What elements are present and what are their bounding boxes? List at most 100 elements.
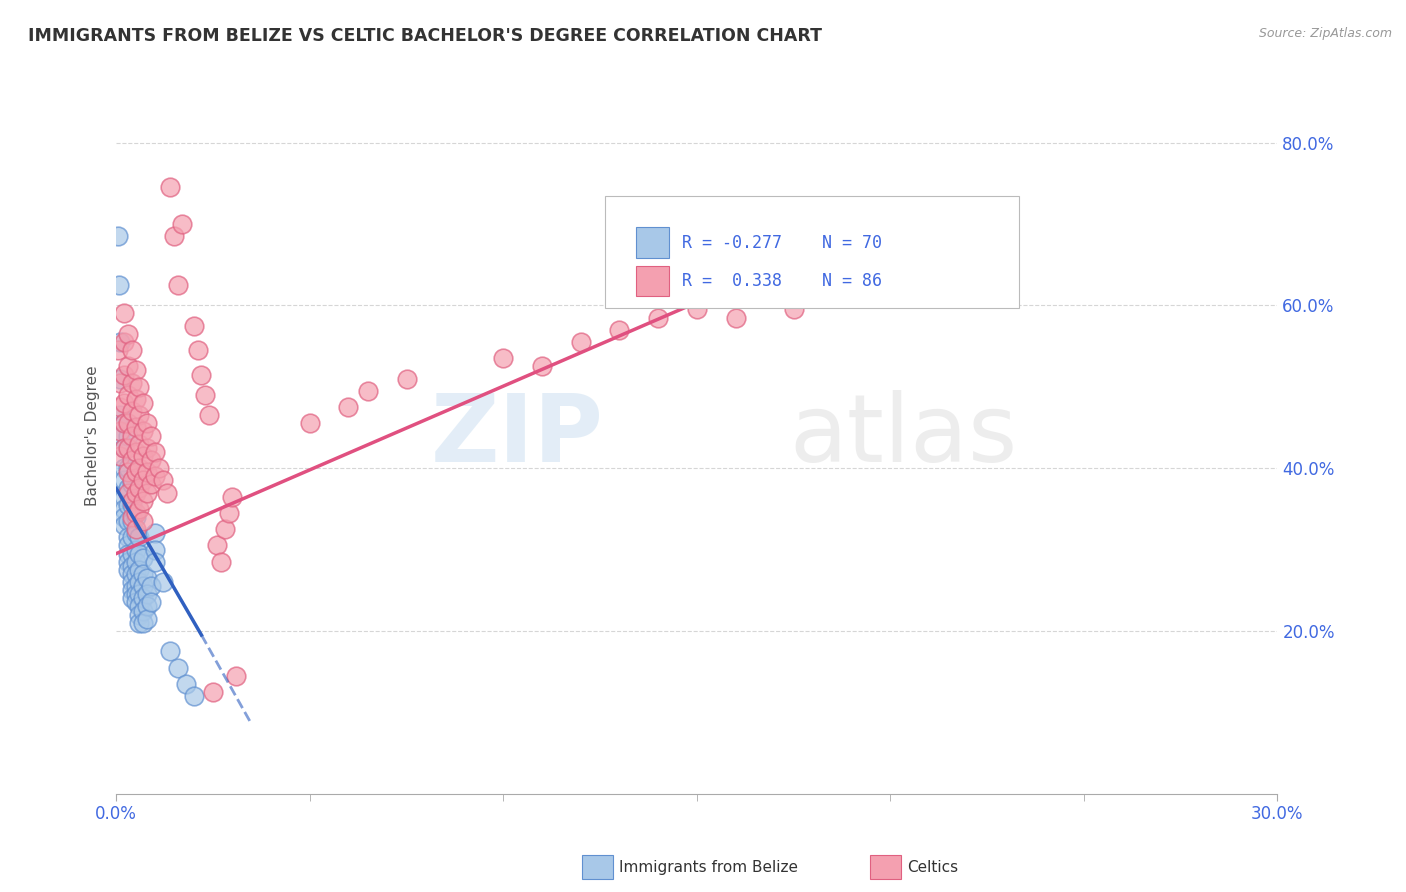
Point: [121, 566, 143, 581]
Point: [337, 400, 360, 414]
Point: [143, 526, 166, 541]
Point: [136, 465, 159, 479]
Point: [112, 306, 135, 320]
Point: [112, 334, 135, 349]
Point: [117, 530, 139, 544]
Point: [124, 510, 146, 524]
Point: [124, 420, 146, 434]
Text: R =  0.338    N = 86: R = 0.338 N = 86: [682, 272, 882, 290]
Point: [124, 445, 146, 459]
Point: [121, 477, 143, 491]
Point: [117, 417, 139, 431]
Point: [121, 558, 143, 573]
Point: [117, 485, 139, 500]
Point: [121, 547, 143, 561]
Point: [112, 461, 135, 475]
Point: [121, 498, 143, 512]
Point: [132, 396, 155, 410]
Point: [132, 566, 155, 581]
Point: [121, 343, 143, 357]
Point: [128, 607, 150, 622]
Point: [117, 359, 139, 374]
Point: [108, 425, 131, 439]
Point: [163, 229, 186, 244]
Point: [121, 510, 143, 524]
Point: [117, 538, 139, 552]
Point: [139, 453, 162, 467]
Point: [128, 408, 150, 422]
Point: [128, 599, 150, 614]
Point: [112, 368, 135, 382]
Point: [492, 351, 515, 366]
Text: R = -0.277    N = 70: R = -0.277 N = 70: [682, 234, 882, 252]
Point: [128, 615, 150, 630]
Point: [117, 461, 139, 475]
Point: [128, 380, 150, 394]
Point: [136, 441, 159, 455]
Point: [136, 571, 159, 585]
Point: [112, 441, 135, 455]
Point: [107, 343, 129, 357]
Point: [132, 473, 155, 487]
Point: [139, 428, 162, 442]
Point: [298, 417, 321, 431]
Point: [112, 510, 135, 524]
Point: [108, 428, 131, 442]
Point: [121, 453, 143, 467]
Point: [117, 465, 139, 479]
Point: [108, 400, 131, 414]
Point: [108, 449, 131, 463]
Point: [143, 542, 166, 557]
Point: [128, 563, 150, 577]
Point: [124, 392, 146, 406]
Point: [205, 538, 228, 552]
Point: [194, 388, 217, 402]
Text: IMMIGRANTS FROM BELIZE VS CELTIC BACHELOR'S DEGREE CORRELATION CHART: IMMIGRANTS FROM BELIZE VS CELTIC BACHELO…: [28, 27, 823, 45]
Point: [128, 575, 150, 590]
Point: [121, 530, 143, 544]
Point: [124, 363, 146, 377]
Point: [724, 310, 747, 325]
Text: Immigrants from Belize: Immigrants from Belize: [619, 860, 797, 874]
Point: [167, 660, 190, 674]
Point: [132, 579, 155, 593]
Point: [395, 371, 418, 385]
Text: ZIP: ZIP: [432, 390, 605, 482]
Point: [136, 612, 159, 626]
Point: [112, 473, 135, 487]
Point: [107, 229, 129, 244]
Point: [357, 384, 380, 398]
Point: [124, 526, 146, 541]
Point: [183, 318, 205, 333]
Point: [170, 217, 193, 231]
Point: [132, 550, 155, 565]
Point: [136, 587, 159, 601]
Point: [121, 376, 143, 390]
Point: [132, 493, 155, 508]
Point: [128, 461, 150, 475]
Point: [108, 334, 131, 349]
Point: [124, 555, 146, 569]
Point: [159, 644, 181, 658]
Point: [187, 343, 209, 357]
Point: [159, 180, 181, 194]
Point: [569, 334, 592, 349]
Text: Source: ZipAtlas.com: Source: ZipAtlas.com: [1258, 27, 1392, 40]
Point: [117, 441, 139, 455]
Point: [152, 473, 174, 487]
Point: [112, 518, 135, 533]
Point: [124, 485, 146, 500]
Point: [174, 677, 197, 691]
Point: [117, 514, 139, 528]
Point: [112, 501, 135, 516]
Point: [117, 563, 139, 577]
Point: [143, 469, 166, 483]
Point: [124, 566, 146, 581]
Point: [143, 555, 166, 569]
Point: [121, 575, 143, 590]
Point: [209, 555, 232, 569]
Point: [128, 436, 150, 450]
Point: [121, 514, 143, 528]
Point: [128, 482, 150, 496]
Point: [121, 428, 143, 442]
